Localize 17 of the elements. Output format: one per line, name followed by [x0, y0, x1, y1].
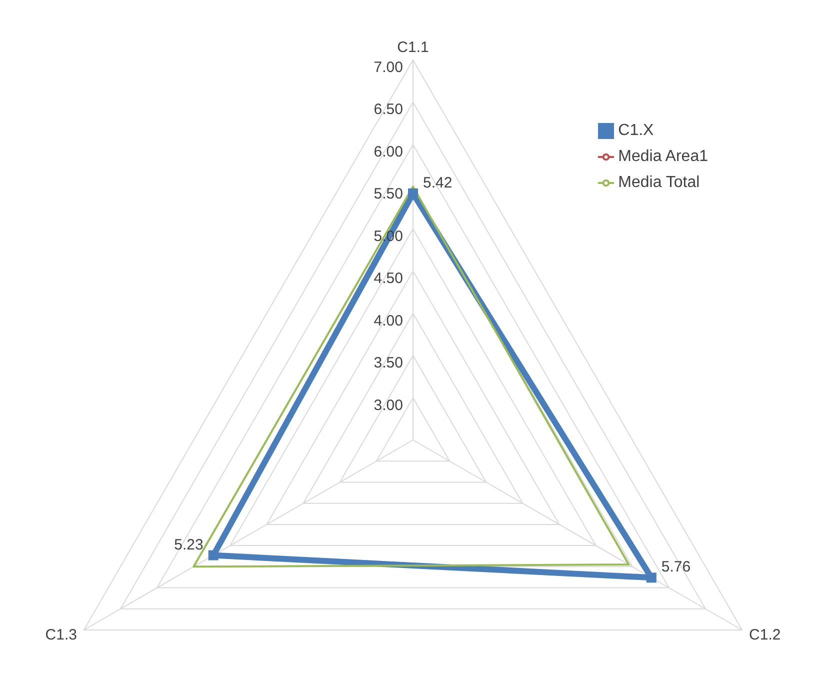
data-label: 5.42 — [423, 174, 452, 192]
spoke-label: C1.1 — [397, 39, 429, 56]
data-label: 5.76 — [661, 558, 691, 576]
y-tick-label: 6.50 — [374, 101, 403, 118]
y-tick-label: 3.50 — [374, 354, 403, 372]
legend-label: Media Total — [618, 174, 700, 191]
y-tick-label: 4.50 — [374, 270, 403, 288]
spoke-label: C1.2 — [749, 626, 781, 644]
y-tick-label: 6.00 — [374, 143, 403, 160]
legend-label: C1.X — [618, 122, 654, 139]
y-tick-label: 4.00 — [374, 312, 403, 330]
data-label: 5.23 — [174, 536, 204, 554]
y-tick-label: 3.00 — [374, 396, 403, 414]
y-tick-label: 5.50 — [374, 186, 403, 203]
y-tick-label: 7.00 — [374, 59, 403, 76]
spoke-label: C1.3 — [45, 626, 77, 644]
legend-label: Media Area1 — [618, 148, 708, 165]
